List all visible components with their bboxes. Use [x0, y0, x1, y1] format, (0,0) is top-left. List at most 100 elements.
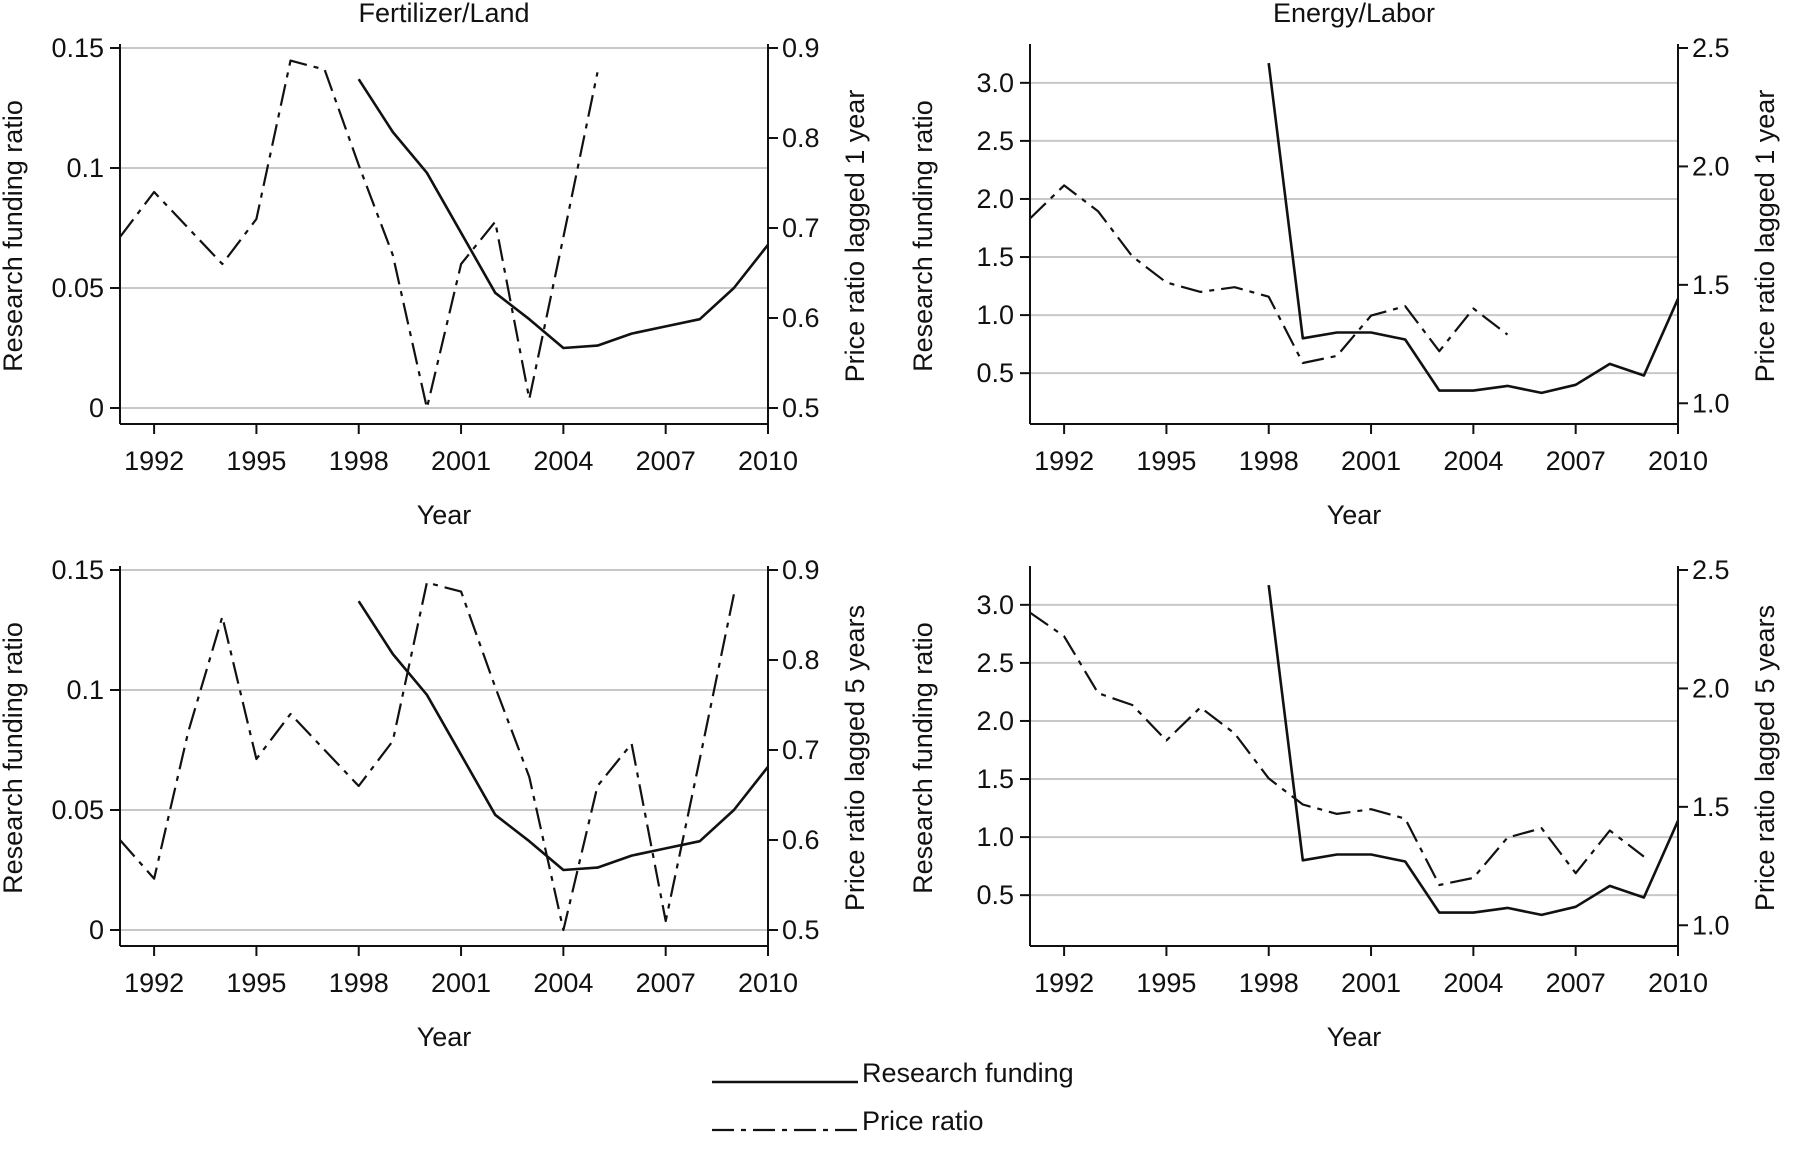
- x-tick-label: 1995: [1136, 968, 1196, 998]
- y-tick-label-right: 1.0: [1692, 910, 1730, 940]
- series-price-ratio: [119, 581, 735, 932]
- x-tick-label: 1998: [329, 968, 389, 998]
- y-tick-label-right: 2.0: [1692, 151, 1730, 181]
- x-tick-label: 1992: [1034, 968, 1094, 998]
- y-tick-label-left: 0.05: [51, 273, 104, 303]
- y-tick-label-left: 2.0: [976, 706, 1014, 736]
- x-tick-label: 2010: [738, 446, 798, 476]
- x-tick-label: 2004: [533, 446, 593, 476]
- y-tick-label-left: 0.15: [51, 33, 104, 63]
- chart-panel-1: 0 0.05 0.1 0.15 0.5 0.6 0.7 0.8 0.9 1992 1995 1998 2…: [0, 0, 870, 530]
- x-tick-label: 2007: [1546, 446, 1606, 476]
- legend-label: Research funding: [862, 1058, 1074, 1088]
- x-tick-label: 2004: [533, 968, 593, 998]
- y-axis-label-right: Price ratio lagged 5 years: [1750, 605, 1780, 911]
- y-tick-label-right: 0.9: [782, 555, 820, 585]
- legend: Research funding Price ratio: [710, 1052, 1230, 1148]
- x-tick-label: 2001: [1341, 968, 1401, 998]
- y-tick-label-left: 2.5: [976, 126, 1014, 156]
- series-research-funding: [357, 78, 770, 350]
- y-tick-label-right: 0.8: [782, 123, 820, 153]
- y-axis-label-right: Price ratio lagged 1 year: [1750, 90, 1780, 383]
- x-tick-label: 1998: [329, 446, 389, 476]
- y-axis-label-left: Research funding ratio: [908, 622, 938, 894]
- x-tick-label: 1992: [124, 968, 184, 998]
- y-tick-label-left: 1.0: [976, 300, 1014, 330]
- y-tick-label-left: 0: [89, 393, 104, 423]
- y-tick-label-right: 0.9: [782, 33, 820, 63]
- y-tick-label-left: 0.1: [66, 675, 104, 705]
- y-tick-label-left: 2.5: [976, 648, 1014, 678]
- x-axis-label: Year: [417, 1022, 472, 1052]
- panel-title: Fertilizer/Land: [358, 0, 529, 28]
- x-tick-label: 1998: [1239, 968, 1299, 998]
- x-tick-label: 1992: [1034, 446, 1094, 476]
- y-tick-label-left: 3.0: [976, 590, 1014, 620]
- y-tick-label-right: 2.0: [1692, 673, 1730, 703]
- x-tick-label: 2001: [1341, 446, 1401, 476]
- y-axis-label-left: Research funding ratio: [0, 622, 28, 894]
- series-price-ratio: [119, 59, 599, 410]
- y-tick-label-left: 1.5: [976, 764, 1014, 794]
- y-tick-label-right: 0.7: [782, 213, 820, 243]
- legend-item-price-ratio: Price ratio: [710, 1100, 1230, 1148]
- y-axis-label-left: Research funding ratio: [0, 100, 28, 372]
- x-tick-label: 2007: [636, 968, 696, 998]
- y-tick-label-right: 2.5: [1692, 33, 1730, 63]
- x-tick-label: 2010: [1648, 446, 1708, 476]
- x-tick-label: 2004: [1443, 968, 1503, 998]
- y-tick-label-left: 0.15: [51, 555, 104, 585]
- panel-title: Energy/Labor: [1273, 0, 1435, 28]
- y-tick-label-left: 3.0: [976, 68, 1014, 98]
- x-axis-label: Year: [1327, 1022, 1382, 1052]
- y-axis-label-right: Price ratio lagged 1 year: [840, 90, 870, 383]
- legend-item-research-funding: Research funding: [710, 1052, 1230, 1100]
- y-axis-label-left: Research funding ratio: [908, 100, 938, 372]
- legend-label: Price ratio: [862, 1106, 984, 1136]
- y-tick-label-left: 0.5: [976, 880, 1014, 910]
- y-tick-label-right: 0.6: [782, 303, 820, 333]
- x-tick-label: 2007: [636, 446, 696, 476]
- x-axis-label: Year: [1327, 500, 1382, 530]
- y-tick-label-left: 0.05: [51, 795, 104, 825]
- chart-panel-4: 0.5 1.0 1.5 2.0 2.5 3.0 1.0 1.5 2.0 2.5 1992 1995 19…: [908, 555, 1780, 1052]
- x-tick-label: 2001: [431, 446, 491, 476]
- y-tick-label-left: 2.0: [976, 184, 1014, 214]
- y-axis-label-right: Price ratio lagged 5 years: [840, 605, 870, 911]
- y-tick-label-left: 0.1: [66, 153, 104, 183]
- y-tick-label-right: 0.5: [782, 393, 820, 423]
- y-tick-label-left: 0.5: [976, 358, 1014, 388]
- chart-panel-2: 0.5 1.0 1.5 2.0 2.5 3.0 1.0 1.5 2.0 2.5 1992 1995 19…: [908, 0, 1780, 530]
- x-tick-label: 2010: [738, 968, 798, 998]
- legend-swatch-dashdot: [712, 1128, 858, 1132]
- y-tick-label-right: 2.5: [1692, 555, 1730, 585]
- y-tick-label-right: 0.8: [782, 645, 820, 675]
- x-tick-label: 1995: [1136, 446, 1196, 476]
- x-tick-label: 1998: [1239, 446, 1299, 476]
- y-tick-label-right: 1.5: [1692, 270, 1730, 300]
- y-tick-label-left: 1.5: [976, 242, 1014, 272]
- x-tick-label: 2007: [1546, 968, 1606, 998]
- y-tick-label-right: 0.5: [782, 915, 820, 945]
- x-tick-label: 2004: [1443, 446, 1503, 476]
- y-tick-label-right: 0.6: [782, 825, 820, 855]
- y-tick-label-left: 0: [89, 915, 104, 945]
- legend-swatch-solid: [712, 1080, 858, 1084]
- y-tick-label-left: 1.0: [976, 822, 1014, 852]
- y-tick-label-right: 0.7: [782, 735, 820, 765]
- y-tick-label-right: 1.5: [1692, 792, 1730, 822]
- chart-panel-3: 0 0.05 0.1 0.15 0.5 0.6 0.7 0.8 0.9 1992 1995 1998 2…: [0, 555, 870, 1052]
- series-research-funding: [1267, 62, 1680, 395]
- series-price-ratio: [1029, 611, 1645, 887]
- series-research-funding: [1267, 584, 1680, 917]
- x-axis-label: Year: [417, 500, 472, 530]
- y-tick-label-right: 1.0: [1692, 388, 1730, 418]
- series-research-funding: [357, 600, 770, 872]
- series-price-ratio: [1029, 184, 1509, 365]
- x-tick-label: 1992: [124, 446, 184, 476]
- x-tick-label: 1995: [226, 446, 286, 476]
- x-tick-label: 2010: [1648, 968, 1708, 998]
- x-tick-label: 2001: [431, 968, 491, 998]
